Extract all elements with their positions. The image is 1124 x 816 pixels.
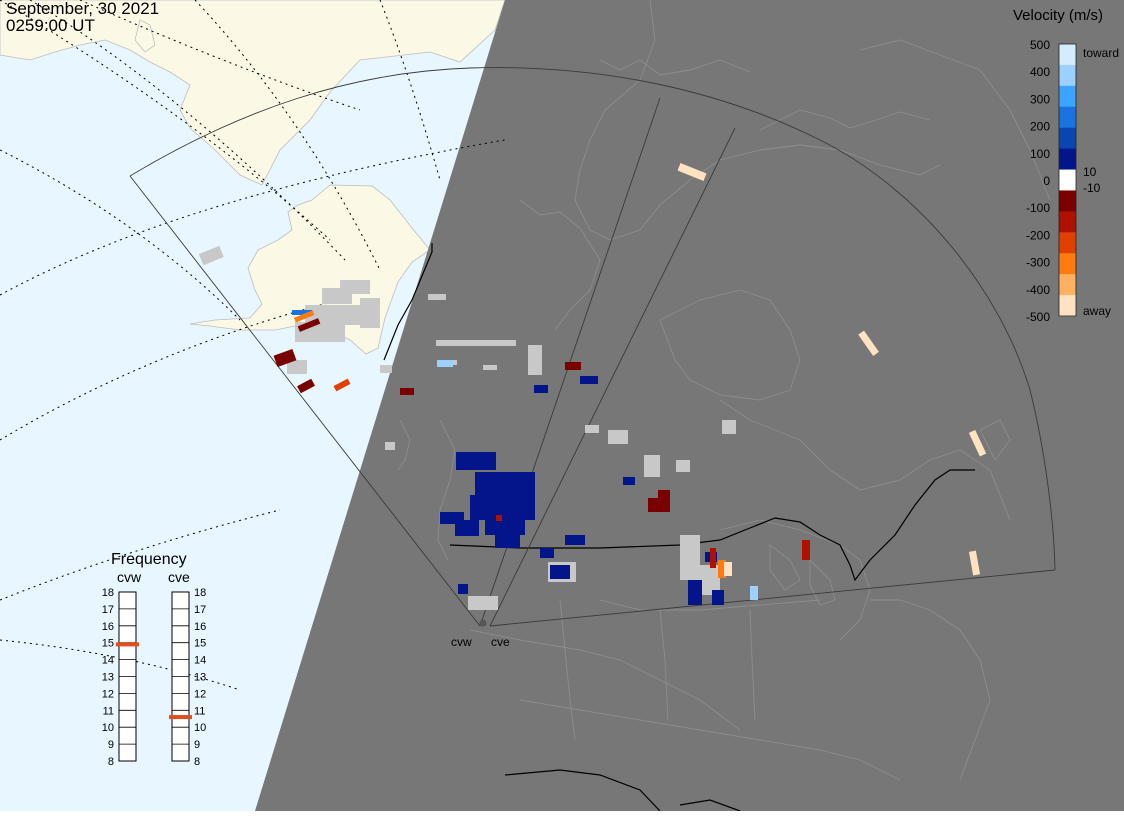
frequency-tick-label: 14	[102, 655, 114, 667]
frequency-tick-label: 17	[194, 604, 206, 616]
fov-outer-arc	[129, 67, 1056, 571]
frequency-tick-label: 10	[194, 722, 206, 734]
frequency-tick-label: 15	[102, 638, 114, 650]
fov-cve-west-edge	[489, 127, 736, 627]
fov-cvw-west-edge	[129, 175, 481, 627]
legend-color-swatch	[1059, 148, 1076, 171]
legend-tick-label: 300	[1030, 92, 1050, 106]
frequency-tick-label: 8	[194, 756, 200, 768]
frequency-radar-cve: cve	[168, 569, 190, 585]
timestamp: September, 30 2021 0259:00 UT	[6, 0, 159, 34]
frequency-tick-label: 13	[194, 672, 206, 684]
legend-color-swatch	[1059, 64, 1076, 87]
legend-colorbar	[1059, 44, 1076, 317]
siberia-land	[0, 0, 506, 186]
legend-tick-label: -400	[1026, 283, 1050, 297]
legend-color-swatch	[1059, 295, 1076, 317]
frequency-tick-label: 15	[194, 638, 206, 650]
velocity-toward-light	[292, 310, 758, 600]
velocity-legend: Velocity (m/s) 500 400 300 200 100 0 -100 -200 -…	[1013, 7, 1119, 324]
legend-tick-label: 200	[1030, 120, 1050, 134]
legend-color-swatch	[1059, 169, 1076, 191]
frequency-tick-label: 17	[102, 604, 114, 616]
fov-cve-east-edge	[489, 569, 1056, 627]
legend-color-swatch	[1059, 232, 1076, 254]
frequency-marker	[116, 642, 139, 647]
legend-tick-label: 500	[1030, 38, 1050, 52]
frequency-tick-label: 11	[194, 705, 205, 717]
legend-plus10-label: 10	[1083, 165, 1097, 179]
mexico-border	[504, 769, 661, 812]
coastlines	[397, 0, 1051, 781]
radar-site-marker	[479, 619, 487, 627]
frequency-tick-label: 9	[108, 739, 114, 751]
frequency-title: Frequency	[111, 551, 187, 568]
velocity-toward	[440, 376, 724, 605]
legend-color-swatch	[1059, 44, 1076, 66]
island	[134, 19, 156, 53]
frequency-radar-cvw: cvw	[117, 569, 142, 585]
political-borders	[383, 243, 975, 812]
legend-away-label: away	[1083, 304, 1111, 318]
radar-label-cvw: cvw	[451, 635, 472, 649]
frequency-tick-label: 10	[102, 722, 114, 734]
frequency-tick-label: 12	[194, 688, 206, 700]
lat-lon-grid	[0, 0, 506, 691]
frequency-marker	[169, 715, 192, 720]
legend-tick-label: 100	[1030, 147, 1050, 161]
time-label: 0259:00 UT	[6, 16, 95, 35]
legend-colorbar-frame	[1058, 43, 1077, 317]
legend-ticks: 500 400 300 200 100 0 -100 -200 -300 -400 -500	[1026, 38, 1050, 324]
legend-color-swatch	[1059, 274, 1076, 296]
legend-tick-label: -200	[1026, 228, 1050, 242]
legend-minus10-label: -10	[1083, 181, 1101, 195]
frequency-columns: 18 17 16 15 14 13 12 11 10 9 8 18 17 16 15 14 13 12 11 10 9 8	[102, 587, 207, 768]
radar-label-cve: cve	[491, 635, 510, 649]
frequency-tick-label: 9	[194, 739, 200, 751]
legend-tick-label: -300	[1026, 256, 1050, 270]
legend-color-swatch	[1059, 106, 1076, 129]
legend-color-swatch	[1059, 211, 1076, 233]
date-label: September, 30 2021	[6, 0, 160, 18]
legend-title: Velocity (m/s)	[1013, 7, 1103, 24]
legend-tick-label: 0	[1043, 174, 1050, 188]
legend-color-swatch	[1059, 127, 1076, 150]
velocity-away	[273, 163, 987, 578]
frequency-tick-label: 14	[194, 655, 206, 667]
frequency-tick-label: 13	[102, 672, 114, 684]
legend-tick-label: 400	[1030, 65, 1050, 79]
legend-color-swatch	[1059, 85, 1076, 108]
frequency-tick-label: 18	[194, 587, 206, 599]
frequency-tick-label: 18	[102, 587, 114, 599]
frequency-tick-label: 11	[103, 705, 114, 717]
legend-color-swatch	[1059, 253, 1076, 275]
legend-color-swatch	[1059, 190, 1076, 212]
frequency-panel: Frequency cvw cve 1817161514131211109818…	[102, 551, 207, 768]
frequency-tick-label: 16	[102, 621, 114, 633]
us-canada-border	[449, 469, 975, 582]
alaska-canada-border	[383, 243, 433, 361]
frequency-tick-label: 12	[102, 688, 114, 700]
mexico-border-east	[679, 799, 741, 812]
legend-tick-label: -100	[1026, 201, 1050, 215]
frequency-tick-label: 16	[194, 621, 206, 633]
legend-toward-label: toward	[1083, 46, 1119, 60]
frequency-tick-label: 8	[108, 756, 114, 768]
radar-sites: cvw cve	[451, 619, 510, 649]
legend-tick-label: -500	[1026, 310, 1050, 324]
